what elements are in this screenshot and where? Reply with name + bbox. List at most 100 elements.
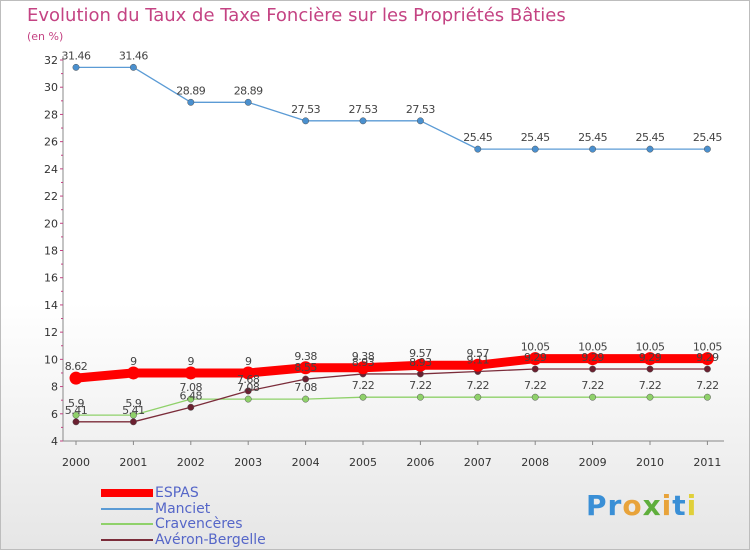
x-tick-label: 2008 bbox=[521, 456, 549, 469]
x-tick-label: 2006 bbox=[406, 456, 434, 469]
x-tick-label: 2011 bbox=[693, 456, 721, 469]
data-label: 8.93 bbox=[352, 356, 375, 369]
x-tick-label: 2003 bbox=[234, 456, 262, 469]
data-label: 9.11 bbox=[467, 353, 490, 366]
data-point bbox=[589, 393, 597, 401]
logo-letter: x bbox=[642, 489, 662, 522]
series-line bbox=[76, 368, 708, 423]
data-point bbox=[69, 371, 83, 385]
data-point bbox=[589, 145, 597, 153]
data-label: 9 bbox=[245, 355, 252, 368]
data-point bbox=[646, 365, 654, 373]
x-tick-label: 2010 bbox=[636, 456, 664, 469]
data-label: 5.41 bbox=[122, 404, 145, 417]
data-label: 6.48 bbox=[180, 389, 203, 402]
data-point bbox=[129, 63, 137, 71]
data-point bbox=[302, 375, 310, 383]
x-tick-label: 2002 bbox=[177, 456, 205, 469]
series-line bbox=[75, 354, 708, 383]
data-point bbox=[531, 145, 539, 153]
data-label: 31.46 bbox=[119, 49, 148, 62]
data-point bbox=[471, 358, 485, 372]
x-tick-label: 2001 bbox=[119, 456, 147, 469]
data-label: 7.22 bbox=[352, 379, 375, 392]
data-label: 7.08 bbox=[180, 381, 203, 394]
y-tick-label: 22 bbox=[44, 190, 58, 203]
logo-letter: i bbox=[686, 489, 698, 522]
data-label: 10.05 bbox=[693, 341, 722, 354]
data-point bbox=[359, 393, 367, 401]
data-point bbox=[416, 393, 424, 401]
legend-swatch bbox=[101, 507, 153, 510]
data-point bbox=[244, 395, 252, 403]
data-label: 9.38 bbox=[294, 350, 317, 363]
data-point bbox=[531, 365, 539, 373]
data-label: 9 bbox=[130, 355, 137, 368]
y-tick-label: 10 bbox=[44, 353, 58, 366]
data-label: 9 bbox=[188, 355, 195, 368]
data-point bbox=[703, 365, 711, 373]
data-label: 5.9 bbox=[68, 397, 84, 410]
y-tick-label: 8 bbox=[51, 381, 58, 394]
data-label: 7.08 bbox=[294, 381, 317, 394]
data-point bbox=[646, 393, 654, 401]
data-point bbox=[703, 393, 711, 401]
x-tick-label: 2004 bbox=[292, 456, 320, 469]
y-tick-label: 20 bbox=[44, 217, 58, 230]
x-tick-label: 2007 bbox=[464, 456, 492, 469]
y-tick-label: 4 bbox=[51, 435, 58, 448]
data-point bbox=[129, 418, 137, 426]
data-point bbox=[700, 352, 714, 366]
data-label: 25.45 bbox=[521, 131, 550, 144]
data-point bbox=[703, 145, 711, 153]
data-label: 25.45 bbox=[636, 131, 665, 144]
logo-letter: t bbox=[672, 489, 687, 522]
data-label: 5.41 bbox=[65, 404, 88, 417]
data-label: 9.38 bbox=[352, 350, 375, 363]
y-tick-label: 6 bbox=[51, 408, 58, 421]
data-label: 27.53 bbox=[291, 103, 320, 116]
data-label: 27.53 bbox=[406, 103, 435, 116]
legend-label: Cravencères bbox=[155, 516, 243, 532]
data-point bbox=[528, 352, 542, 366]
y-tick-label: 16 bbox=[44, 272, 58, 285]
data-label: 7.68 bbox=[237, 373, 260, 386]
legend-label: ESPAS bbox=[155, 485, 199, 501]
data-label: 8.55 bbox=[294, 361, 317, 374]
data-point bbox=[643, 352, 657, 366]
series-line bbox=[76, 66, 708, 150]
data-label: 7.22 bbox=[581, 379, 604, 392]
data-point bbox=[126, 366, 140, 380]
y-tick-label: 12 bbox=[44, 326, 58, 339]
data-point bbox=[302, 395, 310, 403]
data-point bbox=[586, 352, 600, 366]
data-label: 25.45 bbox=[578, 131, 607, 144]
data-point bbox=[187, 98, 195, 106]
data-point bbox=[184, 366, 198, 380]
chart-unit: (en %) bbox=[27, 30, 64, 43]
data-label: 7.22 bbox=[639, 379, 662, 392]
data-label: 9.57 bbox=[467, 347, 490, 360]
proxiti-logo: Proxiti bbox=[586, 489, 697, 522]
data-point bbox=[413, 358, 427, 372]
data-label: 7.22 bbox=[467, 379, 490, 392]
data-label: 8.62 bbox=[65, 360, 88, 373]
legend-label: Manciet bbox=[155, 500, 211, 517]
data-label: 7.08 bbox=[237, 381, 260, 394]
legend-label: Avéron-Bergelle bbox=[155, 531, 266, 548]
data-label: 7.22 bbox=[696, 379, 719, 392]
data-label: 9.29 bbox=[696, 351, 719, 364]
data-point bbox=[244, 387, 252, 395]
logo-letter: P bbox=[586, 489, 608, 522]
data-point bbox=[241, 366, 255, 380]
data-point bbox=[474, 393, 482, 401]
data-label: 7.22 bbox=[409, 379, 432, 392]
data-label: 10.05 bbox=[578, 341, 607, 354]
data-label: 5.9 bbox=[125, 397, 141, 410]
data-label: 28.89 bbox=[176, 84, 205, 97]
data-point bbox=[359, 117, 367, 125]
data-point bbox=[187, 403, 195, 411]
logo-letter: r bbox=[607, 489, 623, 522]
